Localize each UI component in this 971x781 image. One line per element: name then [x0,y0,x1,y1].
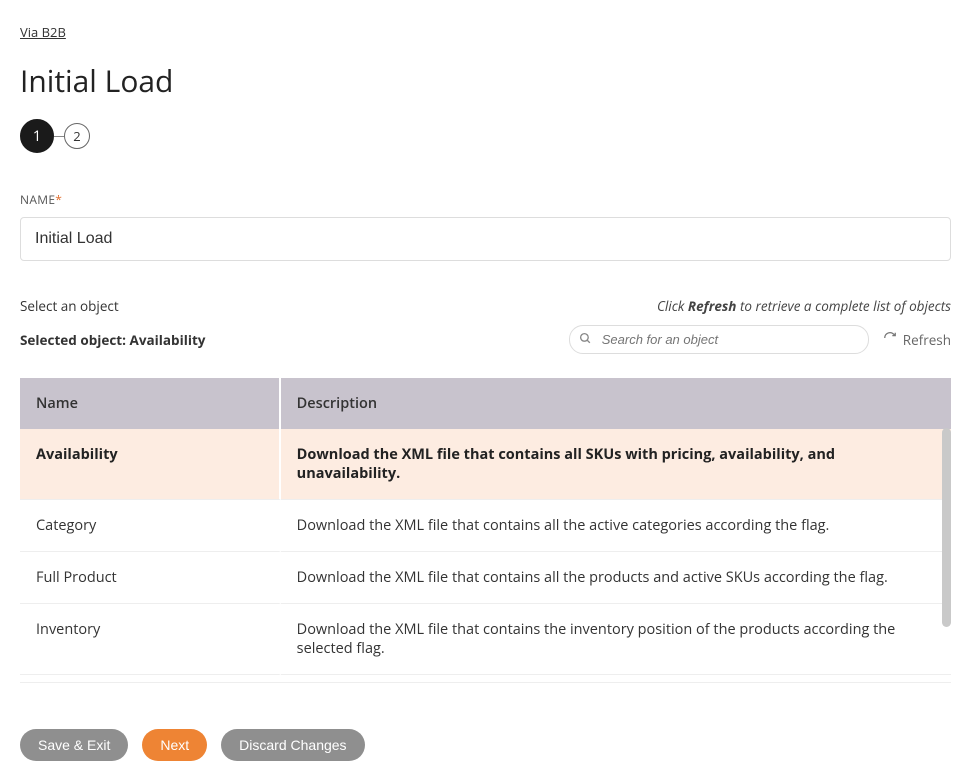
step-connector [54,136,64,137]
table-row[interactable]: AvailabilityDownload the XML file that c… [20,429,951,500]
name-label: NAME [20,191,55,208]
name-field-group: NAME* [20,187,951,261]
selected-prefix: Selected object: [20,331,130,349]
table-row[interactable]: CategoryDownload the XML file that conta… [20,500,951,552]
table-row[interactable]: Full ProductDownload the XML file that c… [20,552,951,604]
next-button[interactable]: Next [142,729,207,761]
cell-name: Category [20,500,281,552]
cell-description: Download the XML file that contains all … [281,429,951,500]
footer-actions: Save & Exit Next Discard Changes [20,729,951,761]
hint-bold: Refresh [688,297,737,315]
refresh-label: Refresh [903,331,951,349]
scrollbar-thumb[interactable] [942,428,951,627]
breadcrumb[interactable]: Via B2B [20,23,66,41]
selected-name: Availability [130,331,206,349]
hint-prefix: Click [657,297,688,315]
required-mark: * [55,191,62,208]
refresh-hint: Click Refresh to retrieve a complete lis… [657,297,951,315]
step-1[interactable]: 1 [20,119,54,153]
table-row[interactable]: InventoryDownload the XML file that cont… [20,604,951,675]
objects-table-wrap: Name Description AvailabilityDownload th… [20,378,951,683]
refresh-button[interactable]: Refresh [883,331,951,349]
cell-description: Download the XML file that contains all … [281,500,951,552]
search-wrap [569,325,869,354]
cell-description: Download the XML file that contains the … [281,604,951,675]
selected-object-label: Selected object: Availability [20,331,205,349]
save-exit-button[interactable]: Save & Exit [20,729,128,761]
step-2[interactable]: 2 [64,123,90,149]
objects-table: Name Description AvailabilityDownload th… [20,378,951,675]
search-input[interactable] [569,325,869,354]
select-object-label: Select an object [20,297,119,315]
name-input[interactable] [20,217,951,261]
col-header-description: Description [281,378,951,429]
cell-name: Full Product [20,552,281,604]
stepper: 1 2 [20,119,951,153]
scrollbar-track[interactable] [941,428,952,683]
hint-suffix: to retrieve a complete list of objects [736,297,951,315]
refresh-icon [883,331,897,349]
discard-button[interactable]: Discard Changes [221,729,364,761]
col-header-name: Name [20,378,281,429]
cell-name: Inventory [20,604,281,675]
page-title: Initial Load [20,60,951,101]
table-bottom-edge [20,675,951,683]
cell-name: Availability [20,429,281,500]
cell-description: Download the XML file that contains all … [281,552,951,604]
